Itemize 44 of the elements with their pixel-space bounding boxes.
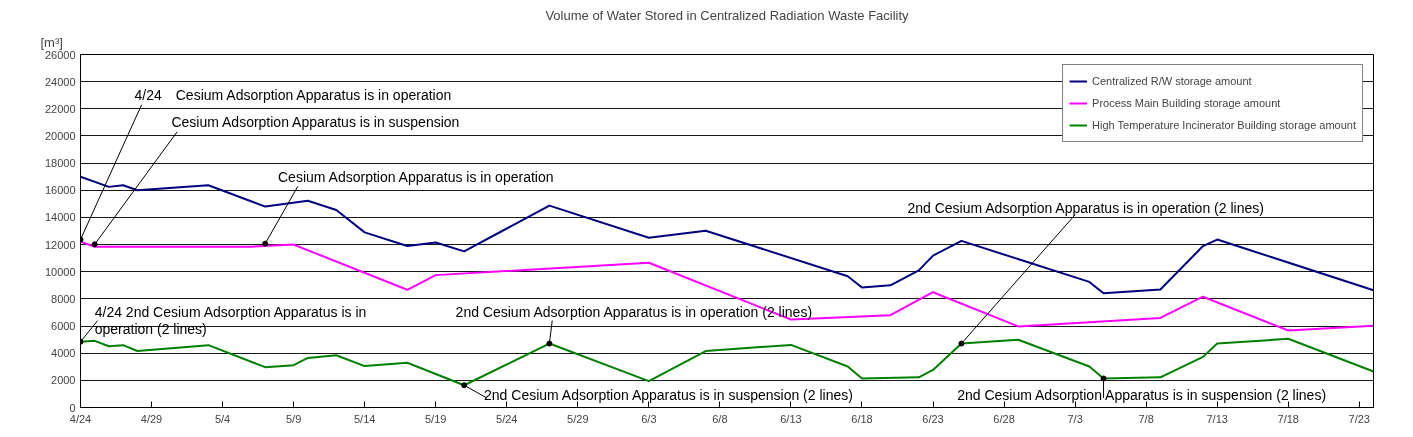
- x-tick-label: 5/29: [567, 412, 589, 425]
- legend-label: Process Main Building storage amount: [1092, 97, 1281, 109]
- x-tick-label: 6/28: [993, 412, 1015, 425]
- x-tick-label: 6/13: [780, 412, 802, 425]
- x-tick-label: 4/29: [140, 412, 163, 425]
- annotation: 2nd Cesium Adsorption Apparatus is in suspension (2 lines): [484, 387, 853, 404]
- y-tick-label: 14000: [44, 211, 76, 224]
- x-tick-label: 7/3: [1067, 412, 1083, 425]
- x-tick-label: 5/19: [425, 412, 447, 425]
- y-tick-label: 22000: [44, 102, 76, 115]
- y-axis-title: [m³]: [40, 34, 63, 50]
- chart-title: Volume of Water Stored in Centralized Radiation Waste Facility: [545, 7, 910, 23]
- y-tick-label: 6000: [51, 320, 76, 333]
- x-tick-label: 7/8: [1138, 412, 1154, 425]
- annotation: 4/24 Cesium Adsorption Apparatus is in operation: [134, 87, 452, 104]
- x-tick-label: 6/8: [712, 412, 728, 425]
- legend-label: High Temperature Incinerator Building storage amount: [1092, 119, 1356, 131]
- x-tick-label: 4/24: [69, 412, 92, 425]
- y-tick-label: 4000: [51, 347, 76, 360]
- y-tick-label: 26000: [44, 48, 76, 61]
- y-tick-label: 12000: [44, 238, 76, 251]
- y-tick-label: 10000: [44, 265, 76, 278]
- y-tick-label: 2000: [51, 374, 76, 387]
- x-tick-label: 5/24: [496, 412, 518, 425]
- y-tick-label: 0: [69, 401, 76, 414]
- y-tick-label: 8000: [51, 292, 76, 305]
- annotation: Cesium Adsorption Apparatus is in operation: [278, 168, 554, 185]
- x-tick-label: 5/9: [285, 412, 302, 425]
- x-tick-label: 6/23: [922, 412, 944, 425]
- annotation: Cesium Adsorption Apparatus is in suspension: [171, 114, 460, 131]
- x-tick-label: 5/14: [353, 412, 376, 425]
- x-tick-label: 6/18: [851, 412, 873, 425]
- legend-label: Centralized R/W storage amount: [1092, 75, 1252, 87]
- y-tick-label: 20000: [44, 129, 76, 142]
- x-tick-label: 5/4: [214, 412, 231, 425]
- y-tick-label: 16000: [44, 184, 76, 197]
- y-tick-label: 24000: [44, 75, 76, 88]
- x-tick-label: 6/3: [641, 412, 657, 425]
- x-tick-label: 7/13: [1206, 412, 1228, 425]
- x-tick-label: 7/23: [1348, 412, 1371, 425]
- annotation: 2nd Cesium Adsorption Apparatus is in suspension (2 lines): [957, 387, 1327, 404]
- y-tick-label: 18000: [44, 157, 76, 170]
- x-tick-label: 7/18: [1277, 412, 1299, 425]
- annotation: 2nd Cesium Adsorption Apparatus is in operation (2 lines): [907, 199, 1264, 216]
